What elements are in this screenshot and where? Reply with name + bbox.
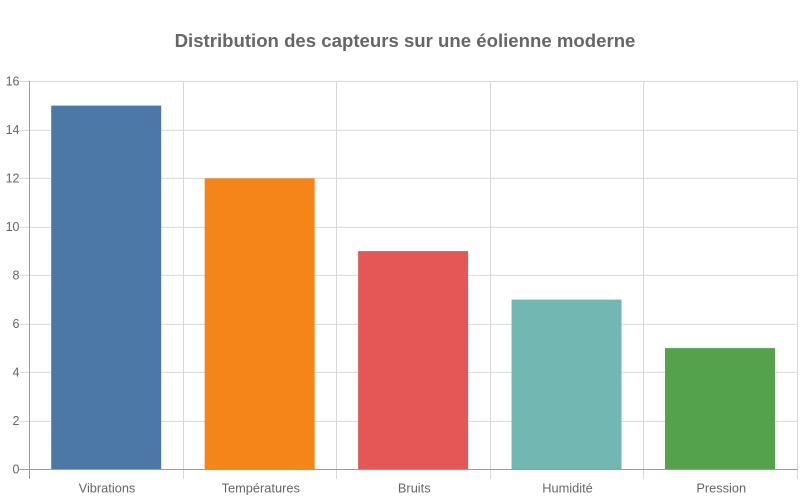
svg-text:8: 8 [13, 269, 20, 283]
svg-text:12: 12 [6, 172, 20, 186]
svg-text:4: 4 [13, 366, 20, 380]
svg-text:0: 0 [13, 463, 20, 477]
svg-text:14: 14 [6, 123, 20, 137]
svg-text:10: 10 [6, 220, 20, 234]
svg-text:Pression: Pression [696, 480, 746, 495]
svg-text:Distribution des capteurs sur: Distribution des capteurs sur une éolien… [175, 30, 636, 51]
svg-text:16: 16 [6, 75, 20, 89]
svg-text:Vibrations: Vibrations [79, 480, 136, 495]
svg-text:2: 2 [13, 414, 20, 428]
svg-text:Bruits: Bruits [398, 480, 431, 495]
svg-text:6: 6 [13, 317, 20, 331]
svg-text:Températures: Températures [222, 480, 300, 495]
svg-text:Humidité: Humidité [542, 480, 593, 495]
